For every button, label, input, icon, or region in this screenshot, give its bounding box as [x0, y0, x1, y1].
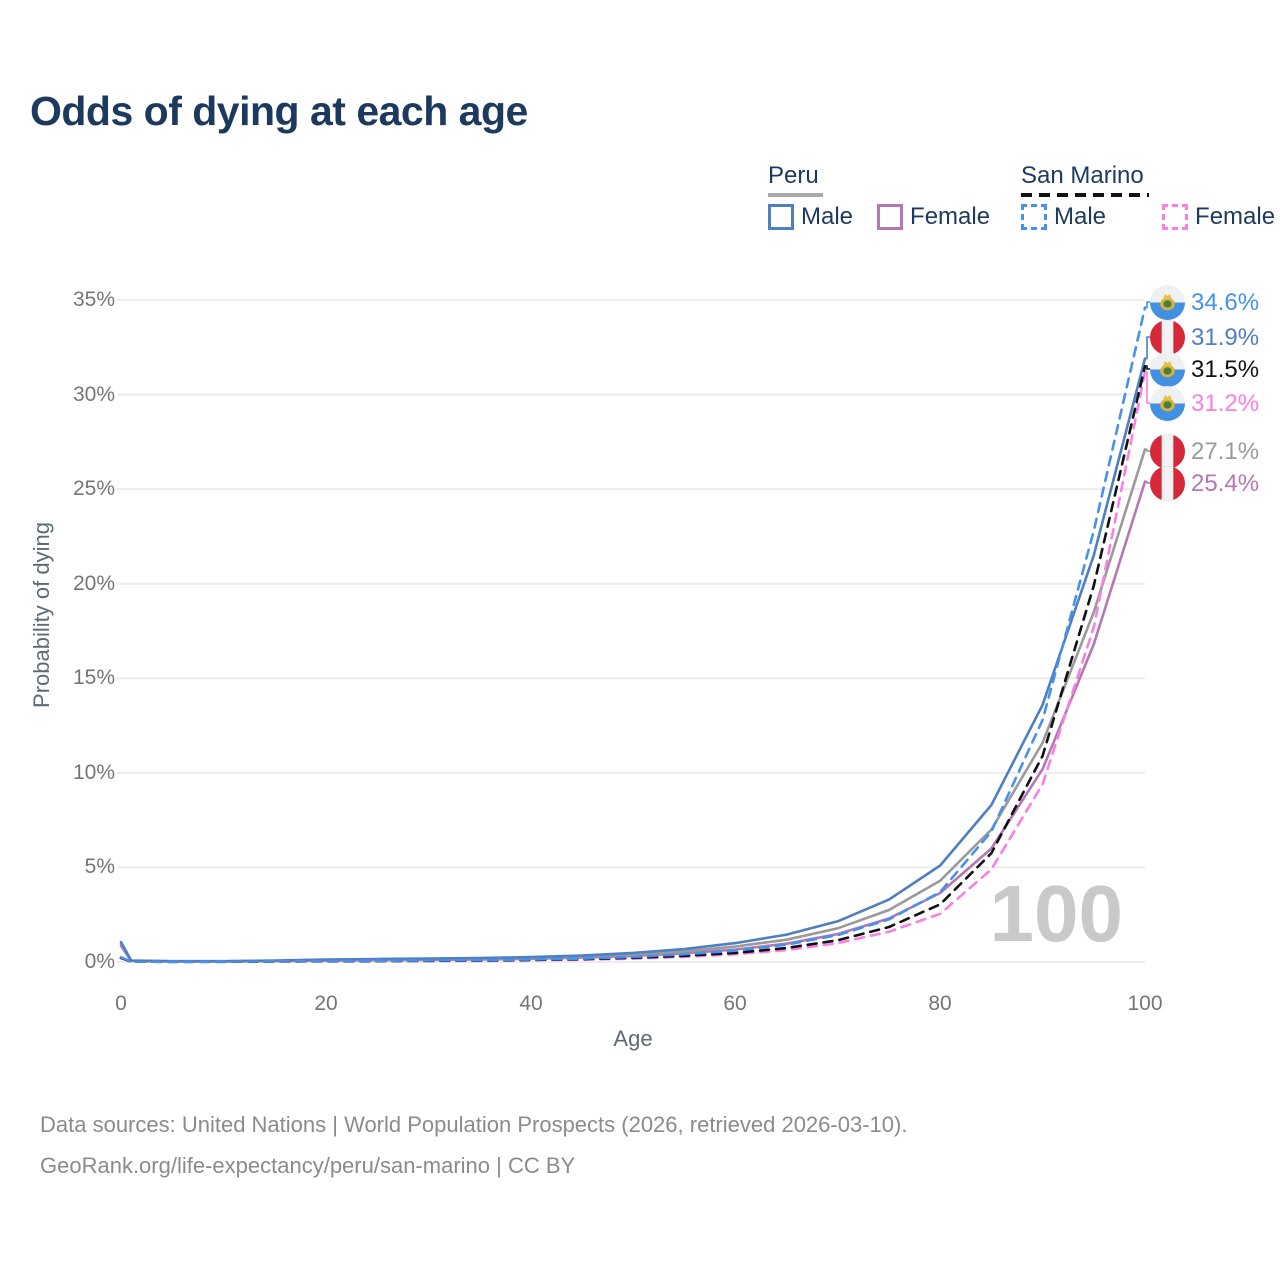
legend-item-san-marino-male[interactable]: Male [1021, 203, 1106, 231]
san-marino-female-swatch-icon [1162, 204, 1189, 230]
san-marino-flag-icon [1150, 352, 1185, 387]
label-connector-sm_female [1145, 371, 1152, 404]
end-label-san-marino-male: 34.6% [1150, 285, 1259, 320]
license-line: GeoRank.org/life-expectancy/peru/san-mar… [40, 1153, 576, 1178]
series-line-peru_male[interactable] [119, 357, 1147, 963]
end-value: 31.5% [1191, 355, 1260, 383]
end-value: 34.6% [1191, 288, 1260, 316]
y-tick-0: 0% [84, 950, 115, 973]
y-tick-20: 20% [72, 572, 115, 595]
hovered-age-watermark: 100 [989, 869, 1123, 958]
peru-male-swatch-icon [768, 204, 794, 230]
label-connector-sm_both [1145, 365, 1152, 370]
san-marino-dashed-line-sample [1021, 193, 1149, 197]
series-line-sm_female[interactable] [119, 370, 1147, 964]
x-tick-20: 20 [314, 992, 338, 1015]
page-title: Odds of dying at each age [30, 88, 528, 134]
label-connector-sm_male [1145, 301, 1152, 309]
end-value: 31.2% [1191, 389, 1260, 417]
label-connector-peru_female [1145, 480, 1152, 484]
end-label-san-marino-female: 31.2% [1150, 386, 1259, 421]
peru-female-swatch-icon [877, 204, 904, 230]
x-tick-40: 40 [519, 992, 543, 1015]
end-value: 31.9% [1191, 323, 1260, 351]
end-label-peru-female: 25.4% [1150, 466, 1259, 501]
peru-solid-line-sample [768, 193, 823, 197]
y-tick-25: 25% [72, 477, 115, 500]
legend-group-peru: Peru Male Female [768, 162, 1014, 231]
legend-group-san-marino: San Marino Male Female [1021, 162, 1275, 231]
legend-country-san-marino: San Marino [1021, 162, 1144, 189]
x-tick-80: 80 [928, 992, 952, 1015]
x-tick-0: 0 [115, 992, 127, 1015]
source-line: Data sources: United Nations | World Pop… [40, 1112, 908, 1137]
legend-item-peru-female[interactable]: Female [877, 203, 990, 231]
data-source-attribution: Data sources: United Nations | World Pop… [40, 1104, 907, 1186]
y-tick-15: 15% [72, 666, 115, 689]
label-connector-peru_both [1145, 448, 1152, 452]
end-value: 27.1% [1191, 437, 1260, 465]
san-marino-male-swatch-icon [1021, 204, 1047, 230]
peru-flag-icon [1150, 466, 1185, 501]
x-tick-100: 100 [1127, 992, 1163, 1015]
end-label-peru-male: 31.9% [1150, 320, 1259, 355]
series-line-peru_both[interactable] [119, 448, 1147, 963]
peru-flag-icon [1150, 320, 1185, 355]
y-tick-35: 35% [72, 288, 115, 311]
legend-country-peru: Peru [768, 162, 819, 189]
series-line-sm_male[interactable] [119, 306, 1147, 964]
legend-item-peru-male[interactable]: Male [768, 203, 853, 231]
end-value: 25.4% [1191, 469, 1260, 497]
end-label-san-marino-both: 31.5% [1150, 352, 1259, 387]
series-line-sm_both[interactable] [119, 364, 1147, 964]
label-connector-peru_male [1145, 336, 1152, 360]
san-marino-flag-icon [1150, 386, 1185, 421]
y-tick-5: 5% [84, 855, 115, 878]
end-label-peru-both: 27.1% [1150, 434, 1259, 469]
peru-flag-icon [1150, 434, 1185, 469]
y-tick-30: 30% [72, 383, 115, 406]
legend-item-san-marino-female[interactable]: Female [1162, 203, 1275, 231]
y-tick-10: 10% [72, 761, 115, 784]
san-marino-flag-icon [1150, 285, 1185, 320]
x-tick-60: 60 [723, 992, 747, 1015]
x-axis-title: Age [613, 1026, 653, 1051]
series-line-peru_female[interactable] [119, 480, 1147, 963]
